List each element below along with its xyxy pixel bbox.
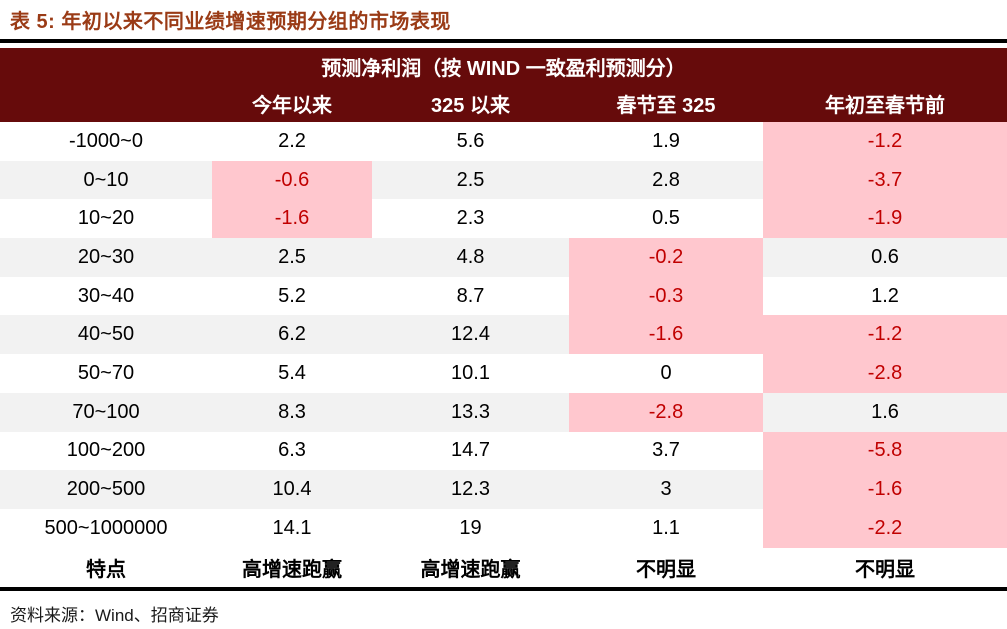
value-cell: -2.8: [569, 392, 763, 432]
table-row: 20~30 2.5 4.8 -0.2 0.6: [0, 238, 1007, 277]
column-header-since-325: 325 以来: [372, 85, 569, 122]
value-cell: 8.3: [212, 392, 372, 432]
table-row: 70~100 8.3 13.3 -2.8 1.6: [0, 392, 1007, 432]
table-row: 50~70 5.4 10.1 0 -2.8: [0, 354, 1007, 393]
value-cell: 6.3: [212, 431, 372, 471]
row-label: 10~20: [0, 199, 212, 239]
group-header-row: 预测净利润（按 WIND 一致盈利预测分）: [0, 48, 1007, 85]
value-cell: -3.7: [763, 160, 1007, 200]
table-row: 500~1000000 14.1 19 1.1 -2.2: [0, 508, 1007, 548]
row-label: 30~40: [0, 276, 212, 316]
value-cell: 2.5: [212, 238, 372, 277]
summary-cell: 高增速跑赢: [212, 547, 372, 587]
row-label: 100~200: [0, 431, 212, 471]
value-cell: -5.8: [763, 431, 1007, 471]
row-label: 20~30: [0, 238, 212, 277]
value-cell: 2.5: [372, 160, 569, 200]
row-label: 40~50: [0, 315, 212, 355]
value-cell: 2.3: [372, 199, 569, 239]
summary-cell: 不明显: [763, 547, 1007, 587]
summary-row: 特点 高增速跑赢 高增速跑赢 不明显 不明显: [0, 547, 1007, 587]
row-label: 70~100: [0, 392, 212, 432]
value-cell: 12.3: [372, 470, 569, 509]
value-cell: -0.6: [212, 160, 372, 200]
value-cell: 6.2: [212, 315, 372, 355]
value-cell: -2.8: [763, 354, 1007, 393]
value-cell: 14.7: [372, 431, 569, 471]
top-rule: [0, 39, 1007, 43]
table-row: 40~50 6.2 12.4 -1.6 -1.2: [0, 315, 1007, 355]
value-cell: 5.6: [372, 122, 569, 161]
value-cell: -1.6: [569, 315, 763, 355]
value-cell: 2.8: [569, 160, 763, 200]
summary-cell: 不明显: [569, 547, 763, 587]
figure-title: 表 5: 年初以来不同业绩增速预期分组的市场表现: [10, 11, 451, 33]
value-cell: 1.9: [569, 122, 763, 161]
column-header-row: 今年以来 325 以来 春节至 325 年初至春节前: [0, 85, 1007, 122]
value-cell: 14.1: [212, 508, 372, 548]
value-cell: 0.5: [569, 199, 763, 239]
value-cell: 4.8: [372, 238, 569, 277]
performance-table: 预测净利润（按 WIND 一致盈利预测分） 今年以来 325 以来 春节至 32…: [0, 48, 1007, 587]
value-cell: 3.7: [569, 431, 763, 471]
value-cell: 1.2: [763, 276, 1007, 316]
value-cell: 12.4: [372, 315, 569, 355]
value-cell: -1.6: [763, 470, 1007, 509]
value-cell: 8.7: [372, 276, 569, 316]
row-label: -1000~0: [0, 122, 212, 161]
value-cell: 2.2: [212, 122, 372, 161]
summary-cell: 高增速跑赢: [372, 547, 569, 587]
table-row: 30~40 5.2 8.7 -0.3 1.2: [0, 276, 1007, 316]
bottom-rule: [0, 586, 1007, 591]
value-cell: -1.6: [212, 199, 372, 239]
row-header-label: [0, 85, 212, 122]
value-cell: 13.3: [372, 392, 569, 432]
value-cell: 5.2: [212, 276, 372, 316]
value-cell: 1.6: [763, 392, 1007, 432]
row-label: 0~10: [0, 160, 212, 200]
value-cell: -1.2: [763, 315, 1007, 355]
row-label: 50~70: [0, 354, 212, 393]
value-cell: 0.6: [763, 238, 1007, 277]
value-cell: 0: [569, 354, 763, 393]
summary-row-label: 特点: [0, 547, 212, 587]
table-row: 100~200 6.3 14.7 3.7 -5.8: [0, 431, 1007, 471]
value-cell: 3: [569, 470, 763, 509]
value-cell: -0.3: [569, 276, 763, 316]
group-header: 预测净利润（按 WIND 一致盈利预测分）: [0, 48, 1007, 85]
row-label: 200~500: [0, 470, 212, 509]
value-cell: 10.4: [212, 470, 372, 509]
value-cell: 5.4: [212, 354, 372, 393]
table-row: 10~20 -1.6 2.3 0.5 -1.9: [0, 199, 1007, 239]
value-cell: 1.1: [569, 508, 763, 548]
table-row: -1000~0 2.2 5.6 1.9 -1.2: [0, 122, 1007, 161]
value-cell: 10.1: [372, 354, 569, 393]
value-cell: -2.2: [763, 508, 1007, 548]
value-cell: -1.2: [763, 122, 1007, 161]
column-header-pre-cny: 年初至春节前: [763, 85, 1007, 122]
table-row: 200~500 10.4 12.3 3 -1.6: [0, 470, 1007, 509]
row-label: 500~1000000: [0, 508, 212, 548]
value-cell: -0.2: [569, 238, 763, 277]
source-note: 资料来源：Wind、招商证券: [10, 605, 219, 625]
value-cell: -1.9: [763, 199, 1007, 239]
column-header-cny-to-325: 春节至 325: [569, 85, 763, 122]
table-row: 0~10 -0.6 2.5 2.8 -3.7: [0, 160, 1007, 200]
value-cell: 19: [372, 508, 569, 548]
column-header-ytd: 今年以来: [212, 85, 372, 122]
